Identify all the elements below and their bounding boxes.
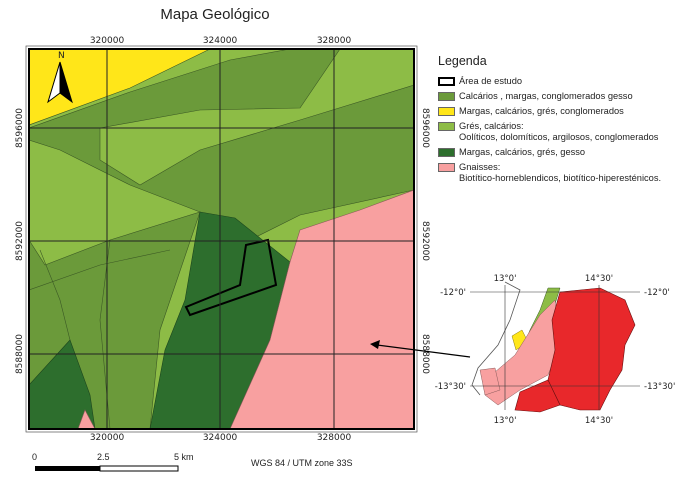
north-arrow-label: N <box>58 51 65 61</box>
x-tick-bottom-2: 324000 <box>203 433 238 443</box>
legend-swatch <box>438 148 455 157</box>
legend-swatch <box>438 107 455 116</box>
x-tick-top-3: 328000 <box>317 36 352 46</box>
scale-label-2-5: 2.5 <box>97 452 110 462</box>
legend-label: Calcários , margas, conglomerados gesso <box>459 91 633 101</box>
legend-item: Grés, calcários: Oolíticos, dolomíticos,… <box>438 121 678 143</box>
legend-item: Área de estudo <box>438 76 678 87</box>
north-arrow-icon <box>47 61 73 104</box>
legend-swatch <box>438 92 455 101</box>
legend-item: Margas, calcários, grés, gesso <box>438 147 678 158</box>
y-tick-left-1: 8596000 <box>15 108 25 148</box>
legend-item: Gnaisses: Biotítico-horneblendicos, biot… <box>438 162 678 184</box>
legend-item: Calcários , margas, conglomerados gesso <box>438 91 678 102</box>
y-tick-right-3: 8588000 <box>420 334 430 374</box>
legend-swatch <box>438 77 455 86</box>
scale-label-5km: 5 km <box>174 452 194 462</box>
unit-gres-calcarios-central <box>99 49 414 186</box>
x-tick-bottom-3: 328000 <box>317 433 352 443</box>
x-tick-top-2: 324000 <box>203 36 238 46</box>
inset-to-map-arrow <box>370 340 471 358</box>
legend-label: Área de estudo <box>459 76 523 86</box>
y-tick-left-3: 8588000 <box>15 334 25 374</box>
crs-label: WGS 84 / UTM zone 33S <box>251 458 353 468</box>
legend-swatch <box>438 122 455 131</box>
x-tick-top-1: 320000 <box>90 36 125 46</box>
map-frame <box>28 48 415 430</box>
map-grid <box>29 49 414 429</box>
y-tick-right-1: 8596000 <box>420 108 430 148</box>
unit-gnaisses <box>229 189 414 429</box>
legend-items: Área de estudo Calcários , margas, conglo… <box>438 76 678 184</box>
legend-title: Legenda <box>438 54 487 68</box>
y-tick-right-2: 8592000 <box>420 221 430 261</box>
legend-swatch <box>438 163 455 172</box>
legend: Legenda Área de estudo Calcários , margas… <box>438 54 678 188</box>
study-area-outline[interactable] <box>184 238 278 317</box>
x-tick-bottom-1: 320000 <box>90 433 125 443</box>
legend-label: Margas, calcários, grés, gesso <box>459 147 586 157</box>
legend-label: Gnaisses: Biotítico-horneblendicos, biot… <box>459 162 662 183</box>
y-tick-left-2: 8592000 <box>15 221 25 261</box>
legend-label: Margas, calcários, grés, conglomerados <box>459 106 624 116</box>
unit-margas-gesso-sw <box>29 339 96 429</box>
legend-label: Grés, calcários: Oolíticos, dolomíticos,… <box>459 121 659 142</box>
scale-label-0: 0 <box>32 452 38 462</box>
map-title: Mapa Geológico <box>160 6 270 23</box>
unit-gnaisses-sw <box>77 409 96 429</box>
scale-bar <box>35 465 179 472</box>
legend-item: Margas, calcários, grés, conglomerados <box>438 106 678 117</box>
unit-margas-calcarios-gres-conglomerados <box>29 49 211 126</box>
